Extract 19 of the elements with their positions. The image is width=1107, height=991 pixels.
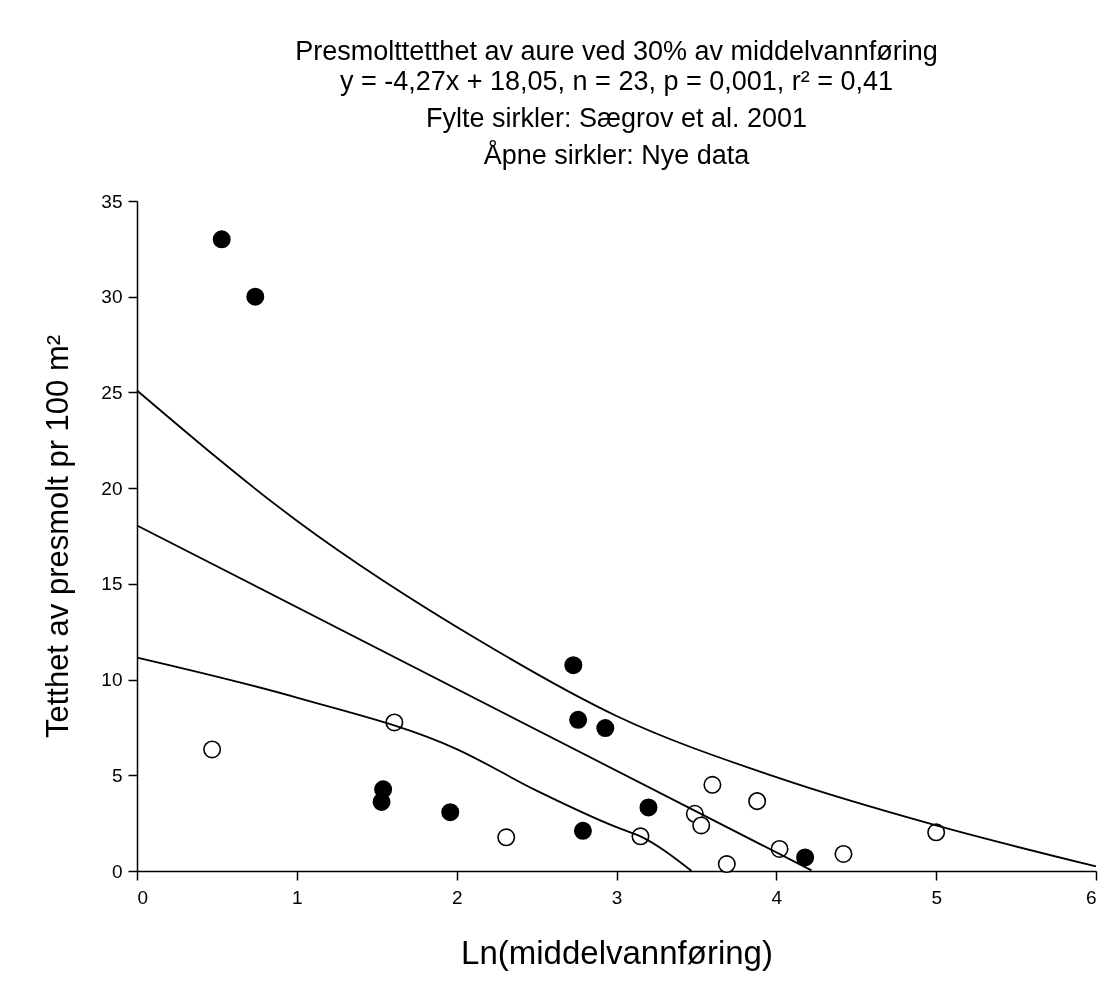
y-tick-label: 20 (101, 477, 123, 499)
y-tick-label: 25 (101, 381, 123, 403)
y-tick-label: 5 (111, 764, 123, 786)
x-tick-label: 6 (1085, 886, 1097, 908)
x-tick-label: 4 (771, 886, 783, 908)
x-axis-title: Ln(middelvannføring) (461, 933, 773, 971)
chart-title: Presmolttetthet av aure ved 30% av middelvannføring (295, 36, 938, 66)
y-tick-label: 35 (101, 190, 123, 212)
y-axis-title: Tetthet av presmolt pr 100 m² (40, 334, 76, 739)
y-tick-label: 10 (101, 669, 123, 691)
x-tick-label: 5 (931, 886, 942, 908)
x-tick-label: 0 (137, 886, 149, 908)
x-tick-label: 2 (451, 886, 463, 908)
y-tick-label: 15 (101, 573, 123, 595)
x-tick-label: 3 (611, 886, 623, 908)
x-tick-label: 1 (292, 886, 303, 908)
y-tick-label: 30 (101, 286, 123, 308)
y-tick-label: 0 (111, 860, 123, 882)
chart-subtitle: y = -4,27x + 18,05, n = 23, p = 0,001, r² = 0,41 Fylte sirkler: Sægrov et al. 2001 Åpne sirkler: Nye data (339, 66, 894, 170)
